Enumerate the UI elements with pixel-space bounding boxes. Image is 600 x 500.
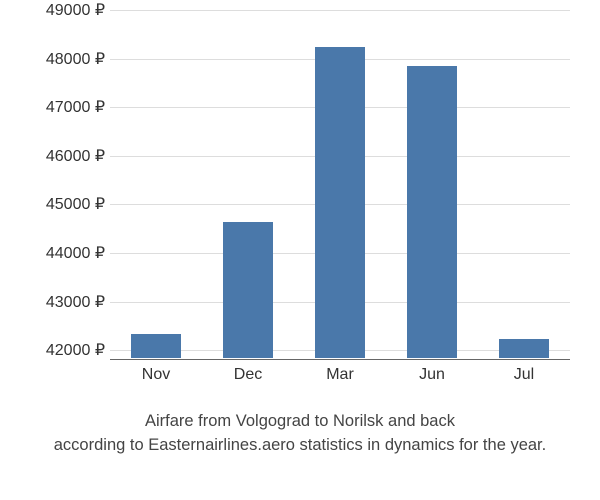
- y-axis-label: 43000 ₽: [46, 292, 105, 312]
- bar-mar: [315, 47, 366, 358]
- bar-jun: [407, 66, 458, 358]
- y-axis-label: 45000 ₽: [46, 194, 105, 214]
- x-axis-label: Nov: [142, 366, 170, 384]
- x-axis-label: Dec: [234, 366, 262, 384]
- bar-dec: [223, 222, 274, 358]
- caption-line-1: Airfare from Volgograd to Norilsk and ba…: [145, 412, 455, 430]
- bar-nov: [131, 334, 182, 358]
- x-axis-label: Jul: [514, 366, 534, 384]
- bar-jul: [499, 339, 550, 358]
- x-axis-label: Mar: [326, 366, 354, 384]
- x-axis-label: Jun: [419, 366, 445, 384]
- caption-line-2: according to Easternairlines.aero statis…: [54, 436, 546, 454]
- y-axis-label: 48000 ₽: [46, 49, 105, 69]
- y-axis-label: 47000 ₽: [46, 97, 105, 117]
- y-axis-label: 44000 ₽: [46, 243, 105, 263]
- y-axis-label: 42000 ₽: [46, 340, 105, 360]
- chart-caption: Airfare from Volgograd to Norilsk and ba…: [0, 410, 600, 458]
- plot-area: [110, 10, 570, 360]
- airfare-chart: 42000 ₽ 43000 ₽ 44000 ₽ 45000 ₽ 46000 ₽ …: [20, 10, 580, 390]
- y-axis-label: 49000 ₽: [46, 0, 105, 20]
- y-axis-label: 46000 ₽: [46, 146, 105, 166]
